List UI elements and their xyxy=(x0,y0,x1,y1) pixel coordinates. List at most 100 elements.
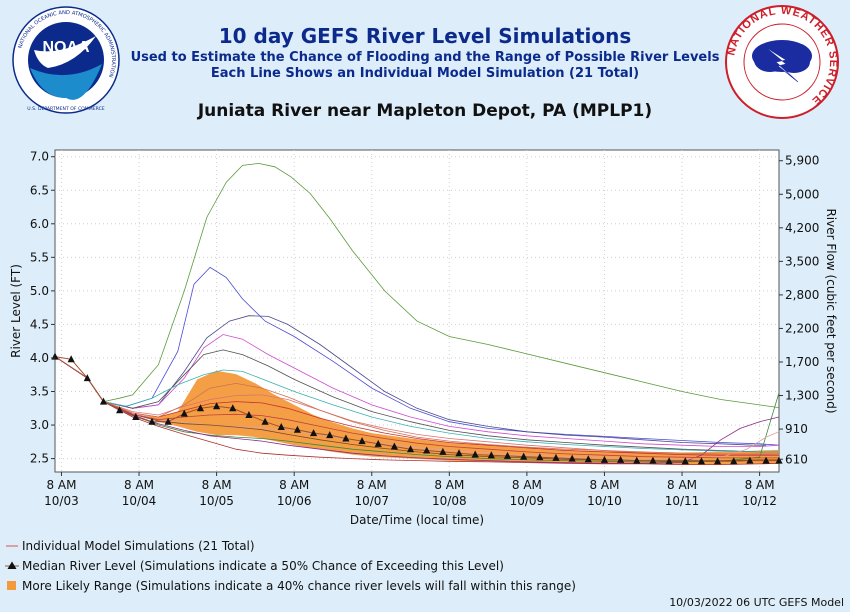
median-marker xyxy=(180,409,188,417)
x-tick-label-date: 10/12 xyxy=(742,494,777,508)
median-marker xyxy=(730,457,738,465)
median-layer xyxy=(51,352,783,465)
simulation-line-14 xyxy=(54,356,779,455)
x-tick-label-date: 10/07 xyxy=(354,494,389,508)
median-marker xyxy=(326,431,334,439)
median-marker xyxy=(665,457,673,465)
median-marker xyxy=(374,439,382,447)
y-axis-left: 7.0 6.5 6.0 5.5 5.0 4.5 4.0 3.5 3.0 2.5 xyxy=(30,150,55,466)
median-marker xyxy=(439,447,447,455)
x-tick-label-date: 10/06 xyxy=(277,494,312,508)
median-marker xyxy=(487,451,495,459)
median-marker xyxy=(681,457,689,465)
median-marker xyxy=(520,452,528,460)
median-marker xyxy=(746,456,754,464)
median-marker xyxy=(342,434,350,442)
median-marker xyxy=(633,456,641,464)
noaa-logo: NOAA NATIONAL OCEANIC AND ATMOSPHERIC AD… xyxy=(12,6,120,114)
page-title: 10 day GEFS River Level Simulations xyxy=(218,24,632,48)
median-marker xyxy=(83,374,91,382)
median-marker xyxy=(67,355,75,363)
median-marker xyxy=(568,454,576,462)
median-marker xyxy=(196,404,205,412)
y-right-tick-label: 610 xyxy=(785,452,808,466)
simulation-line-1 xyxy=(54,162,780,408)
median-marker xyxy=(132,412,140,420)
y-right-tick-label: 1,300 xyxy=(785,389,819,403)
x-tick-label-time: 8 AM xyxy=(667,478,697,492)
simulation-line-10 xyxy=(54,356,780,464)
y-tick-label: 7.0 xyxy=(30,150,49,164)
legend-median-marker xyxy=(7,561,17,569)
median-line xyxy=(54,356,779,462)
median-marker xyxy=(390,442,398,450)
noaa-logo-text: NOAA xyxy=(42,39,90,56)
simulation-line-11 xyxy=(54,356,780,466)
median-marker xyxy=(649,456,657,464)
legend-range-label: More Likely Range (Simulations indicate … xyxy=(22,579,576,593)
legend-sim-label: Individual Model Simulations (21 Total) xyxy=(22,539,255,553)
y-right-tick-label: 3,500 xyxy=(785,254,819,268)
median-marker xyxy=(552,453,560,461)
y-axis-label: River Level (FT) xyxy=(9,264,23,358)
y-right-tick-label: 910 xyxy=(785,422,808,436)
page-subtitle-1: Used to Estimate the Chance of Flooding … xyxy=(130,50,720,65)
median-marker xyxy=(503,451,512,459)
x-tick-label-time: 8 AM xyxy=(124,478,154,492)
x-tick-label-date: 10/04 xyxy=(122,494,157,508)
x-tick-label-time: 8 AM xyxy=(434,478,464,492)
y-tick-label: 4.0 xyxy=(30,351,49,365)
page-subtitle-2: Each Line Shows an Individual Model Simu… xyxy=(210,66,640,81)
y-axis-right-label: River Flow (cubic feet per second) xyxy=(824,208,838,413)
y-right-tick-label: 1,700 xyxy=(785,355,819,369)
simulation-line-5 xyxy=(54,349,779,453)
x-tick-label-date: 10/03 xyxy=(44,494,79,508)
x-tick-label-date: 10/05 xyxy=(199,494,234,508)
x-tick-label-date: 10/09 xyxy=(510,494,545,508)
median-marker xyxy=(148,417,156,425)
footer-model-run: 10/03/2022 06 UTC GEFS Model xyxy=(669,596,844,609)
y-tick-label: 6.0 xyxy=(30,217,49,231)
y-right-tick-label: 2,200 xyxy=(785,321,819,335)
plot-area xyxy=(54,149,780,473)
x-tick-label-time: 8 AM xyxy=(357,478,387,492)
median-marker xyxy=(164,417,172,425)
x-axis-label: Date/Time (local time) xyxy=(350,513,484,527)
y-tick-label: 3.0 xyxy=(30,418,49,432)
simulation-line-15 xyxy=(54,356,779,459)
x-tick-label-date: 10/08 xyxy=(432,494,467,508)
x-tick-label-date: 10/11 xyxy=(665,494,700,508)
y-tick-label: 3.5 xyxy=(30,385,49,399)
x-tick-label-date: 10/10 xyxy=(587,494,622,508)
median-marker xyxy=(229,404,237,412)
median-marker xyxy=(293,425,302,433)
median-marker xyxy=(697,457,706,465)
median-marker xyxy=(600,455,609,463)
median-marker xyxy=(261,417,269,425)
y-axis-right: 5,900 5,000 4,200 3,500 2,800 2,200 1,700 1,300… xyxy=(779,154,819,466)
median-marker xyxy=(617,455,625,463)
median-marker xyxy=(116,406,124,414)
y-tick-label: 6.5 xyxy=(30,183,49,197)
median-marker xyxy=(423,446,431,454)
median-marker xyxy=(584,455,592,463)
median-marker xyxy=(245,410,253,418)
y-right-tick-label: 4,200 xyxy=(785,221,819,235)
station-title: Juniata River near Mapleton Depot, PA (M… xyxy=(197,101,653,121)
y-tick-label: 5.0 xyxy=(30,284,49,298)
x-tick-label-time: 8 AM xyxy=(512,478,542,492)
x-tick-label-time: 8 AM xyxy=(202,478,232,492)
median-marker xyxy=(762,456,770,464)
median-marker xyxy=(213,402,221,410)
x-tick-label-time: 8 AM xyxy=(279,478,309,492)
nws-logo: NATIONAL WEATHER SERVICE xyxy=(725,5,839,119)
median-marker xyxy=(471,450,479,458)
river-level-chart: 7.0 6.5 6.0 5.5 5.0 4.5 4.0 3.5 3.0 2.5 5,900 5,00… xyxy=(5,149,838,593)
x-tick-label-time: 8 AM xyxy=(589,478,619,492)
x-tick-label-time: 8 AM xyxy=(745,478,775,492)
y-tick-label: 4.5 xyxy=(30,317,49,331)
median-marker xyxy=(713,457,722,465)
y-tick-label: 5.5 xyxy=(30,250,49,264)
simulation-line-4 xyxy=(54,334,780,447)
simulation-line-6 xyxy=(54,356,779,453)
